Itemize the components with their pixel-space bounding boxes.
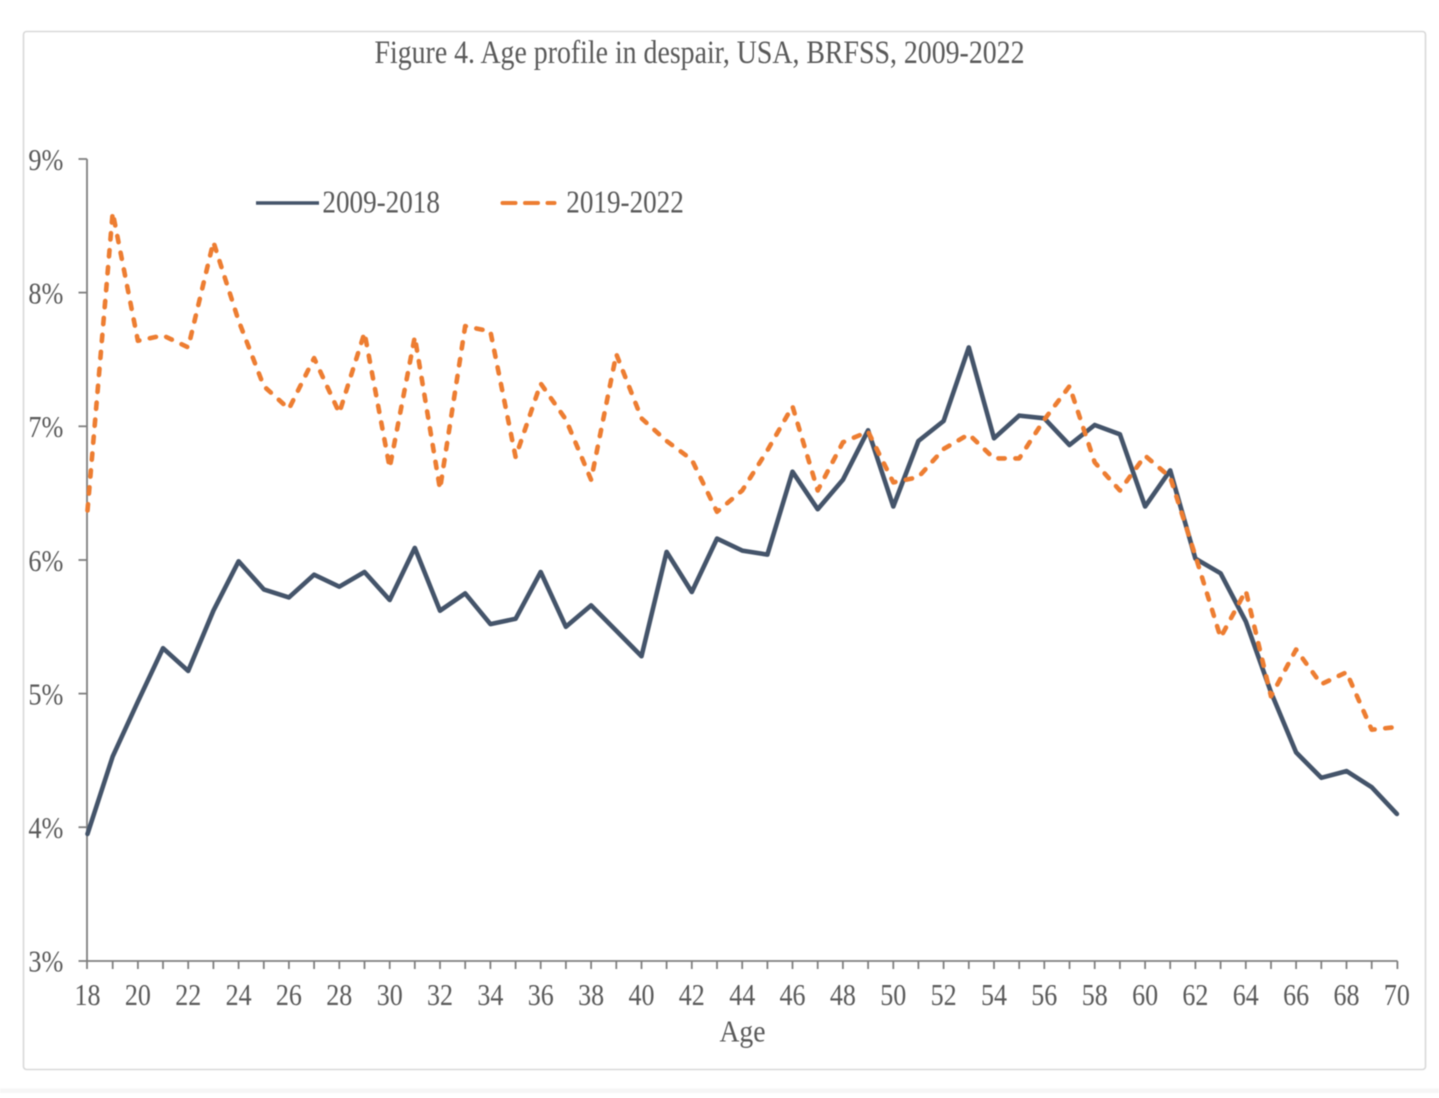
svg-text:36: 36	[528, 977, 554, 1012]
svg-text:28: 28	[326, 977, 352, 1012]
svg-text:20: 20	[125, 977, 151, 1012]
svg-text:Age: Age	[720, 1013, 766, 1048]
svg-text:8%: 8%	[28, 275, 63, 310]
svg-text:2009-2018: 2009-2018	[322, 184, 440, 220]
svg-text:60: 60	[1132, 977, 1158, 1012]
svg-text:7%: 7%	[28, 409, 63, 444]
svg-text:44: 44	[729, 977, 755, 1012]
svg-text:40: 40	[629, 977, 655, 1012]
svg-text:4%: 4%	[28, 810, 63, 845]
svg-text:38: 38	[578, 977, 604, 1012]
svg-text:66: 66	[1283, 977, 1309, 1012]
svg-text:22: 22	[175, 977, 201, 1012]
svg-text:46: 46	[780, 977, 806, 1012]
svg-text:3%: 3%	[28, 944, 63, 979]
svg-text:6%: 6%	[28, 543, 63, 578]
svg-text:68: 68	[1334, 977, 1360, 1012]
svg-text:62: 62	[1182, 977, 1208, 1012]
svg-text:9%: 9%	[28, 142, 63, 177]
svg-text:5%: 5%	[28, 676, 63, 711]
svg-text:30: 30	[377, 977, 403, 1012]
svg-text:54: 54	[981, 977, 1007, 1012]
svg-text:50: 50	[880, 977, 906, 1012]
svg-text:56: 56	[1031, 977, 1057, 1012]
svg-text:Figure 4. Age profile in despa: Figure 4. Age profile in despair, USA, B…	[375, 35, 1025, 71]
svg-text:24: 24	[226, 977, 252, 1012]
svg-text:52: 52	[931, 977, 957, 1012]
svg-text:18: 18	[75, 977, 101, 1012]
svg-text:58: 58	[1082, 977, 1108, 1012]
svg-text:2019-2022: 2019-2022	[566, 184, 684, 220]
svg-text:32: 32	[427, 977, 453, 1012]
svg-text:48: 48	[830, 977, 856, 1012]
svg-text:70: 70	[1384, 977, 1410, 1012]
svg-text:34: 34	[477, 977, 503, 1012]
svg-text:26: 26	[276, 977, 302, 1012]
svg-text:42: 42	[679, 977, 705, 1012]
svg-text:64: 64	[1233, 977, 1259, 1012]
